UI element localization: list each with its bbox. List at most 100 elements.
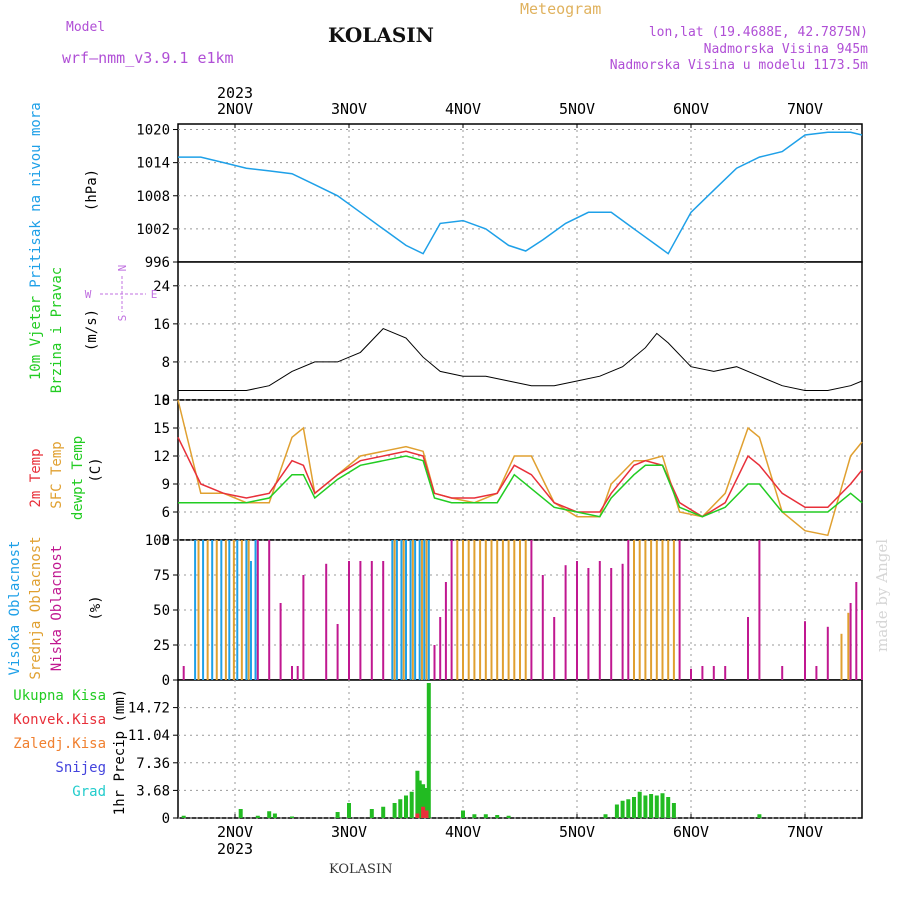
high-cloud-bar — [423, 540, 426, 680]
low-cloud-bar — [861, 610, 863, 680]
high-cloud-bar — [418, 540, 421, 680]
precip-total-bar — [404, 795, 408, 818]
mid-cloud-bar — [667, 540, 670, 680]
low-cloud-bar — [587, 568, 590, 680]
meteogram-label: Meteogram — [520, 0, 602, 18]
temp-2m-line — [177, 436, 863, 518]
low-cloud-bar — [781, 666, 784, 680]
low-cloud-bar — [815, 666, 818, 680]
mid-cloud-bar — [240, 540, 243, 680]
mid-cloud-bar — [644, 540, 647, 680]
mid-cloud-bar — [197, 540, 200, 680]
precip-total-bar — [417, 780, 422, 818]
precip-total-bar — [603, 814, 608, 818]
precip-total-bar — [654, 795, 659, 818]
low-cloud-bar — [690, 668, 692, 680]
high-cloud-bar — [220, 540, 223, 680]
top-day-label: 4NOV — [445, 100, 481, 118]
mid-cloud-bar — [496, 540, 499, 680]
low-cloud-bar — [336, 624, 339, 680]
y-tick-label: 996 — [145, 255, 170, 271]
y-tick-label: 18 — [153, 393, 170, 409]
precip-total-bar — [255, 815, 260, 818]
low-cloud-bar — [530, 540, 533, 680]
precip-total-bar — [392, 803, 397, 818]
compass-n: N — [116, 265, 129, 272]
precip-legend-snow: Snijeg — [55, 760, 106, 776]
y-tick-label: 11.04 — [128, 728, 170, 744]
low-cloud-bar — [382, 561, 385, 680]
y-tick-label: 16 — [153, 317, 170, 333]
y-tick-label: 75 — [153, 568, 170, 584]
precip-total-bar — [649, 794, 654, 818]
y-tick-label: 1008 — [136, 189, 170, 205]
wind-speed-line — [178, 328, 863, 391]
mid-cloud-bar — [232, 540, 235, 680]
cloud-unit: (%) — [88, 595, 104, 620]
y-tick-label: 3 — [162, 533, 170, 549]
model-label: Model — [66, 20, 106, 35]
bottom-day-label: 6NOV — [673, 823, 709, 841]
low-cloud-bar — [712, 666, 715, 680]
cloud-ylabel2: Srednja Oblacnost — [28, 536, 44, 679]
precip-convective-bar — [424, 810, 429, 818]
precip-total-bar — [290, 816, 294, 818]
precip-convective-bar — [415, 813, 420, 818]
low-cloud-bar — [701, 666, 704, 680]
y-tick-label: 14.72 — [128, 701, 170, 717]
wind-unit: (m/s) — [84, 309, 100, 351]
bottom-year-label: 2023 — [217, 840, 253, 858]
precip-total-bar — [421, 784, 426, 818]
mid-cloud-bar — [247, 540, 250, 680]
high-cloud-bar — [194, 540, 197, 680]
low-cloud-bar — [826, 626, 829, 680]
low-cloud-bar — [758, 540, 761, 680]
model-elevation-text: Nadmorska Visina u modelu 1173.5m — [609, 58, 868, 73]
precip-total-bar — [272, 813, 277, 818]
low-cloud-bar — [598, 561, 601, 680]
panel-frame-temp — [177, 399, 863, 541]
precip-total-bar — [757, 814, 762, 818]
footer-station: KOLASIN — [329, 862, 393, 877]
mid-cloud-bar — [402, 540, 405, 680]
mid-cloud-bar — [456, 540, 459, 680]
wind-ylabel2: Brzina i Pravac — [49, 267, 65, 393]
high-cloud-bar — [249, 561, 252, 680]
temp-ylabel2: SFC Temp — [49, 441, 65, 508]
precip-ylabel: 1hr Precip (mm) — [112, 689, 128, 815]
y-tick-label: 12 — [153, 449, 170, 465]
mid-cloud-bar — [507, 540, 510, 680]
precip-total-bar — [335, 812, 340, 818]
high-cloud-bar — [236, 540, 239, 680]
temp-unit: (C) — [88, 457, 104, 482]
station-title: KOLASIN — [328, 23, 434, 47]
precip-total-bar — [495, 815, 500, 818]
precip-total-bar — [626, 799, 631, 818]
temp-ylabel1: 2m Temp — [28, 448, 44, 507]
precip-convective-bar — [421, 806, 426, 818]
top-year-label: 2023 — [217, 84, 253, 102]
mid-cloud-bar — [650, 540, 653, 680]
high-cloud-bar — [414, 540, 417, 680]
low-cloud-bar — [291, 666, 293, 680]
mid-cloud-bar — [206, 540, 209, 680]
mid-cloud-bar — [224, 540, 227, 680]
precip-total-bar — [472, 814, 477, 818]
y-tick-label: 0 — [162, 673, 170, 689]
low-cloud-bar — [370, 561, 373, 680]
low-cloud-bar — [439, 617, 442, 680]
low-cloud-bar — [444, 582, 447, 680]
elevation-text: Nadmorska Visina 945m — [703, 42, 868, 57]
panel-frame-pressure — [177, 123, 863, 263]
top-day-label: 5NOV — [559, 100, 595, 118]
low-cloud-bar — [450, 540, 453, 680]
mid-cloud-bar — [425, 540, 428, 680]
precip-legend-convective: Konvek.Kisa — [13, 712, 106, 728]
mid-cloud-bar — [661, 540, 664, 680]
precip-total-bar — [671, 803, 676, 818]
precip-legend-hail: Grad — [72, 784, 106, 800]
y-tick-label: 1014 — [136, 156, 170, 172]
high-cloud-bar — [405, 540, 407, 680]
low-cloud-bar — [182, 666, 185, 680]
